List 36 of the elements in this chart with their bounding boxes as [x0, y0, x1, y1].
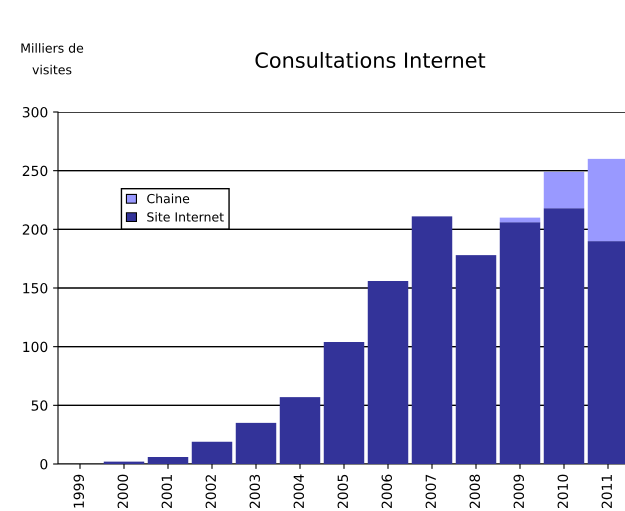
y-tick-label: 300: [22, 106, 48, 118]
bar: [236, 422, 276, 464]
y-axis-title: Milliers de visites: [21, 43, 84, 74]
bar: [500, 218, 540, 222]
y-tick-label: 0: [40, 458, 48, 470]
x-tick-label: 2011: [602, 475, 612, 508]
x-tick-label: 2005: [338, 474, 348, 508]
x-tick-label: 1999: [74, 474, 84, 508]
legend-label: Site Internet: [147, 212, 224, 222]
x-tick-label: 2006: [382, 474, 392, 508]
y-tick-label: 50: [32, 400, 48, 411]
bar: [456, 255, 496, 464]
y-tick-label: 100: [23, 342, 48, 352]
bar: [148, 456, 188, 464]
legend-label: Chaine: [147, 194, 190, 204]
bar: [324, 342, 364, 464]
x-tick-label: 2000: [118, 474, 128, 508]
bar: [500, 222, 540, 464]
bar: [544, 208, 584, 464]
x-tick-label: 2002: [206, 475, 216, 508]
x-tick-label: 2003: [250, 474, 260, 508]
y-tick-label: 250: [22, 166, 48, 176]
x-tick-label: 2009: [514, 474, 524, 508]
bar: [412, 216, 452, 464]
bar: [368, 280, 408, 464]
x-tick-label: 2010: [558, 474, 568, 508]
bar: [544, 172, 584, 208]
x-tick-label: 2007: [426, 474, 436, 508]
x-tick-label: 2001: [162, 475, 172, 508]
chart-title: Consultations Internet: [255, 52, 486, 68]
x-tick-label: 2004: [294, 474, 304, 508]
bar: [192, 442, 232, 464]
bar: [280, 397, 320, 464]
y-tick-label: 200: [22, 224, 48, 235]
x-tick-label: 2008: [470, 474, 480, 508]
y-tick-label: 150: [23, 282, 48, 294]
